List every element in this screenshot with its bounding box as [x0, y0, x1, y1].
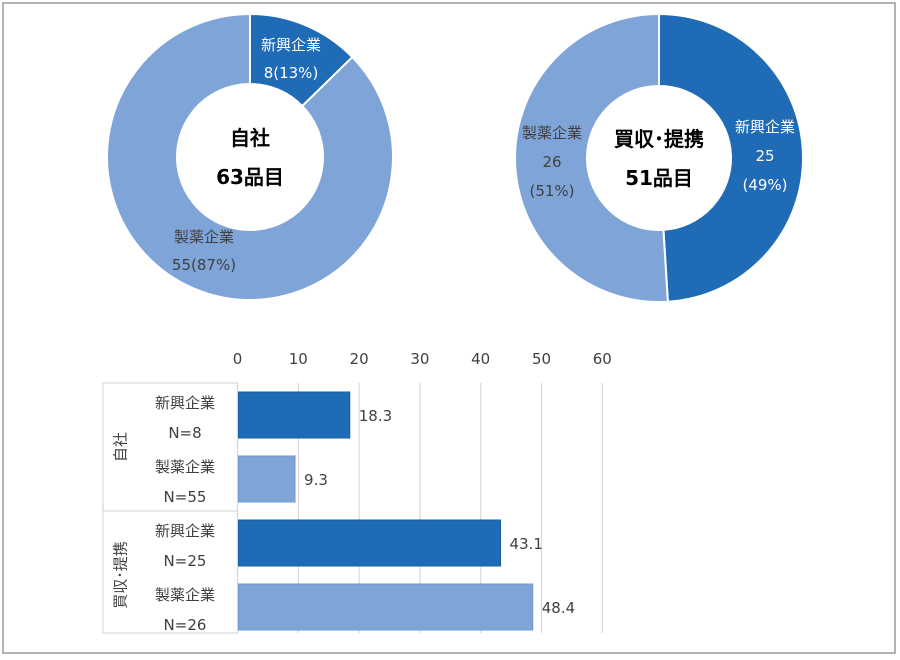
- x-tick-label: 50: [532, 350, 551, 368]
- bar-value-label: 18.3: [359, 407, 392, 425]
- slice-data-label: (49%): [742, 176, 787, 194]
- category-label: 製薬企業: [155, 586, 215, 604]
- bar-pharma: [238, 583, 534, 631]
- sample-size-label: N=8: [168, 424, 201, 442]
- group-label: 買収･提携: [112, 541, 130, 609]
- x-tick-label: 10: [289, 350, 308, 368]
- x-tick-label: 40: [471, 350, 490, 368]
- donut-chart-acquisition: 新興企業 25 (49%) 製薬企業 26 (51%) 買収･提携 51品目: [514, 12, 805, 303]
- slice-data-label: 25: [755, 147, 774, 165]
- donut-center-title: 買収･提携: [614, 127, 704, 151]
- donut-slice-pharma: [106, 12, 394, 301]
- slice-data-label: 55(87%): [172, 256, 236, 274]
- donut-center-total: 63品目: [216, 165, 284, 189]
- slice-data-label: 製薬企業: [174, 228, 234, 246]
- category-label: 新興企業: [155, 522, 215, 540]
- donut-center-title: 自社: [230, 126, 270, 150]
- bar-startup: [238, 519, 502, 567]
- sample-size-label: N=26: [164, 616, 207, 634]
- slice-data-label: 8(13%): [264, 64, 319, 82]
- slice-data-label: 新興企業: [735, 118, 795, 136]
- category-label: 製薬企業: [155, 458, 215, 476]
- slice-data-label: 新興企業: [261, 36, 321, 54]
- group-label: 自社: [112, 432, 130, 462]
- donut-slice-pharma: [514, 12, 669, 303]
- bar-pharma: [238, 455, 296, 503]
- slice-data-label: (51%): [529, 182, 574, 200]
- slice-data-label: 製薬企業: [522, 124, 582, 142]
- sample-size-label: N=55: [164, 488, 207, 506]
- slice-data-label: 26: [542, 153, 561, 171]
- bar-value-label: 9.3: [304, 471, 328, 489]
- bar-startup: [238, 391, 351, 439]
- donut-center-total: 51品目: [625, 166, 693, 190]
- bar-value-label: 43.1: [510, 535, 543, 553]
- sample-size-label: N=25: [164, 552, 207, 570]
- x-tick-label: 30: [410, 350, 429, 368]
- bar-value-label: 48.4: [542, 599, 575, 617]
- x-tick-label: 0: [233, 350, 243, 368]
- category-label: 新興企業: [155, 394, 215, 412]
- donut-chart-inhouse: 新興企業 8(13%) 製薬企業 55(87%) 自社 63品目: [106, 12, 394, 301]
- bar-chart: 0 10 20 30 40 50 60 自社 18.3 新興企業 N=8 9.3 製薬企業 N=55 買収･…: [102, 350, 612, 634]
- x-tick-label: 20: [350, 350, 369, 368]
- donut-slice-startup: [658, 12, 805, 303]
- x-tick-label: 60: [593, 350, 612, 368]
